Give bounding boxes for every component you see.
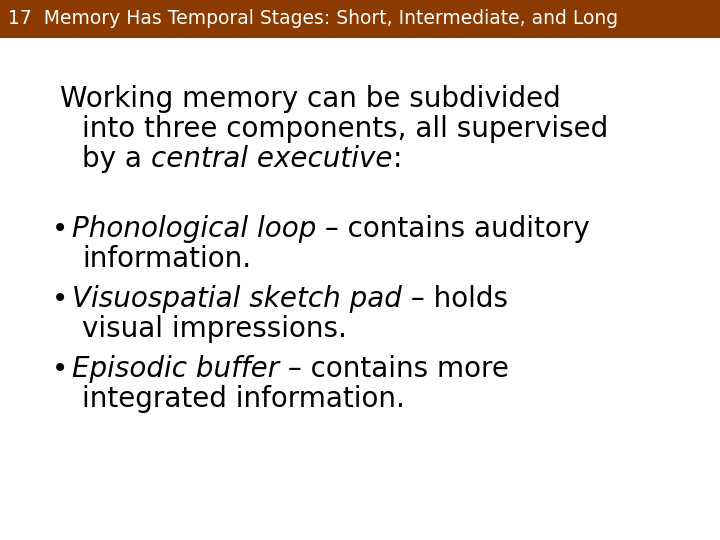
Text: Working memory can be subdivided: Working memory can be subdivided	[60, 85, 561, 113]
Text: – contains auditory: – contains auditory	[316, 215, 590, 243]
Text: Visuospatial sketch pad: Visuospatial sketch pad	[72, 285, 402, 313]
Text: into three components, all supervised: into three components, all supervised	[82, 115, 608, 143]
Text: •: •	[52, 355, 68, 383]
Text: •: •	[52, 215, 68, 243]
Text: – holds: – holds	[402, 285, 508, 313]
Text: Phonological loop: Phonological loop	[72, 215, 316, 243]
Text: by a: by a	[82, 145, 150, 173]
Text: visual impressions.: visual impressions.	[82, 315, 347, 343]
Bar	[0, 0, 720, 38]
Text: :: :	[392, 145, 402, 173]
Text: – contains more: – contains more	[279, 355, 509, 383]
Text: integrated information.: integrated information.	[82, 385, 405, 413]
Text: •: •	[52, 285, 68, 313]
Text: Episodic buffer: Episodic buffer	[72, 355, 279, 383]
Text: information.: information.	[82, 245, 251, 273]
Text: 17  Memory Has Temporal Stages: Short, Intermediate, and Long: 17 Memory Has Temporal Stages: Short, In…	[8, 10, 618, 29]
Text: central executive: central executive	[150, 145, 392, 173]
